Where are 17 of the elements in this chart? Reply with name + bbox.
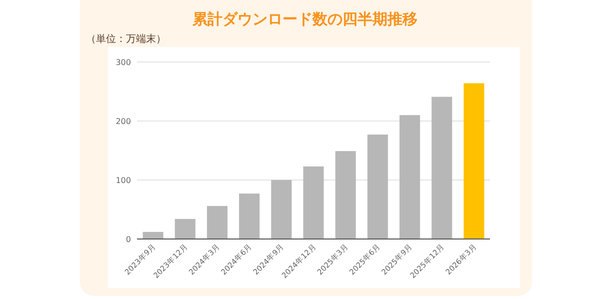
bar <box>432 96 452 239</box>
chart-title: 累計ダウンロード数の四半期推移 <box>192 10 418 28</box>
bar <box>142 232 164 239</box>
y-tick-label: 200 <box>116 117 131 126</box>
bar <box>174 218 196 239</box>
bar <box>335 151 356 239</box>
bar <box>239 194 260 239</box>
bar <box>271 180 292 239</box>
y-tick-label: 0 <box>126 235 131 244</box>
y-axis-title: （単位：万端末） <box>86 33 166 45</box>
y-tick-label: 300 <box>116 58 131 67</box>
bar <box>206 206 228 239</box>
bar <box>400 115 420 239</box>
bar <box>303 166 324 239</box>
bar <box>464 83 484 239</box>
bar <box>367 134 388 239</box>
y-tick-label: 100 <box>116 176 131 185</box>
